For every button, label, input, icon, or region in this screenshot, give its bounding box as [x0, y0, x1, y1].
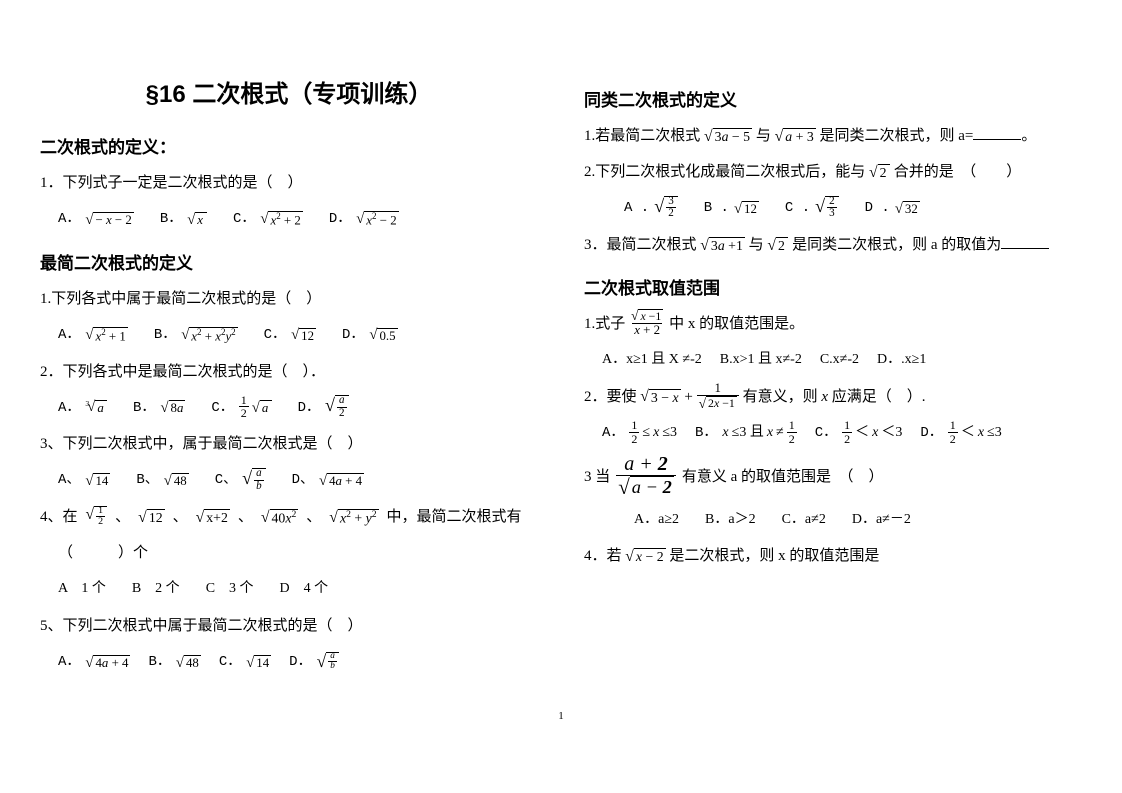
- opt-d: D． √a2: [298, 393, 349, 424]
- opt-b: B． x≤3 且 x≠12: [695, 418, 797, 449]
- q-simplest-2: 2．下列各式中是最简二次根式的是（ ）．: [40, 357, 538, 387]
- opt-d: D． √ab: [289, 647, 339, 678]
- section-simplest: 最简二次根式的定义: [40, 249, 538, 274]
- q-range-1-opts: A．x≥1 且 X ≠-2 B.x>1 且 x≠-2 C.x≠-2 D．.x≥1: [602, 345, 1082, 376]
- opt-c: C． √12: [264, 320, 316, 351]
- opt-b: B.x>1 且 x≠-2: [720, 345, 802, 376]
- opt-d: D． √0.5: [342, 320, 398, 351]
- q-simplest-2-opts: A． 3√a B． √8a C． 12 √a D． √a2: [58, 393, 538, 424]
- q-range-3: 3 当 a + 2 √a − 2 有意义 a 的取值范围是 （ ）: [584, 455, 1082, 499]
- opt-a: A、 √14: [58, 465, 110, 496]
- q-simplest-4b: （ ）个: [58, 538, 538, 568]
- opt-d: D． 12＜x≤3: [920, 418, 1001, 449]
- opt-a: A． √x2 + 1: [58, 320, 128, 351]
- opt-d: D．.x≥1: [877, 345, 926, 376]
- opt-c: C． √14: [219, 647, 271, 678]
- q-simplest-3: 3、下列二次根式中，属于最简二次根式是（ ）: [40, 429, 538, 459]
- opt-c: C． 12＜x＜3: [815, 418, 903, 449]
- q-similar-2-opts: A . √32 B . √12 C . √23 D . √32: [624, 193, 1082, 224]
- opt-c: C．a≠2: [782, 505, 826, 536]
- q-simplest-5: 5、下列二次根式中属于最简二次根式的是（ ）: [40, 611, 538, 641]
- opt-b: B．a＞2: [705, 505, 756, 536]
- q-range-4: 4．若 √x − 2 是二次根式，则 x 的取值范围是: [584, 541, 1082, 571]
- opt-c: C 3 个: [206, 574, 254, 605]
- opt-b: B． √48: [148, 647, 200, 678]
- q-simplest-4: 4、在 √12、 √12、 √x+2、 √40x2、 √x2 + y2 中，最简…: [40, 502, 538, 532]
- page-number: 1: [0, 710, 1122, 722]
- q-simplest-3-opts: A、 √14 B、 √48 C、 √ab D、 √4a + 4: [58, 465, 538, 496]
- q-range-2: 2．要使 √3 − x + 1 √2x −1 有意义，则 x 应满足（ ）.: [584, 382, 1082, 412]
- opt-c: C、 √ab: [215, 465, 266, 496]
- right-column: 同类二次根式的定义 1.若最简二次根式 √3a − 5 与 √a + 3 是同类…: [584, 60, 1082, 682]
- q-def-1: 1．下列式子一定是二次根式的是（ ）: [40, 168, 538, 198]
- opt-a: A 1 个: [58, 574, 106, 605]
- opt-d: D．a≠－2: [852, 505, 911, 536]
- opt-c: C． √x2 + 2: [233, 204, 303, 235]
- opt-d: D、 √4a + 4: [292, 465, 364, 496]
- opt-a: A．x≥1 且 X ≠-2: [602, 345, 702, 376]
- opt-a: A． √− x − 2: [58, 204, 134, 235]
- opt-a: A． 3√a: [58, 393, 107, 424]
- opt-a: A . √32: [624, 193, 678, 224]
- opt-d: D . √32: [865, 193, 920, 224]
- section-definition: 二次根式的定义：: [40, 133, 538, 158]
- q-simplest-5-opts: A． √4a + 4 B． √48 C． √14 D． √ab: [58, 647, 538, 678]
- opt-b: B． √x2 + x2y2: [154, 320, 238, 351]
- opt-b: B . √12: [704, 193, 759, 224]
- document-title: §16 二次根式（专项训练）: [40, 74, 538, 109]
- opt-a: A． 12≤x≤3: [602, 418, 677, 449]
- q-range-2-opts: A． 12≤x≤3 B． x≤3 且 x≠12 C． 12＜x＜3 D． 12＜…: [602, 418, 1082, 449]
- q-range-1: 1.式子 √x −1 x + 2 中 x 的取值范围是。: [584, 309, 1082, 339]
- opt-b: B 2 个: [132, 574, 180, 605]
- blank-field: [1001, 234, 1049, 249]
- opt-a: A． √4a + 4: [58, 647, 130, 678]
- q-similar-2: 2.下列二次根式化成最简二次根式后，能与 √2 合并的是 （ ）: [584, 157, 1082, 187]
- opt-b: B、 √48: [136, 465, 188, 496]
- opt-d: D 4 个: [280, 574, 329, 605]
- opt-c: C . √23: [785, 193, 839, 224]
- section-similar: 同类二次根式的定义: [584, 86, 1082, 111]
- opt-d: D． √x2 − 2: [329, 204, 399, 235]
- page-root: §16 二次根式（专项训练） 二次根式的定义： 1．下列式子一定是二次根式的是（…: [0, 0, 1122, 702]
- opt-b: B． √8a: [133, 393, 185, 424]
- q-def-1-options: A． √− x − 2 B． √x C． √x2 + 2 D． √x2 − 2: [58, 204, 538, 235]
- q-simplest-1-opts: A． √x2 + 1 B． √x2 + x2y2 C． √12 D． √0.5: [58, 320, 538, 351]
- q-similar-3: 3．最简二次根式 √3a +1 与 √2 是同类二次根式，则 a 的取值为: [584, 230, 1082, 260]
- opt-c: C． 12 √a: [211, 393, 271, 424]
- opt-a: A．a≥2: [634, 505, 679, 536]
- q-similar-1: 1.若最简二次根式 √3a − 5 与 √a + 3 是同类二次根式，则 a=。: [584, 121, 1082, 151]
- opt-b: B． √x: [160, 204, 207, 235]
- blank-field: [973, 126, 1021, 141]
- q-simplest-4-opts: A 1 个 B 2 个 C 3 个 D 4 个: [58, 574, 538, 605]
- q-simplest-1: 1.下列各式中属于最简二次根式的是（ ）: [40, 284, 538, 314]
- left-column: §16 二次根式（专项训练） 二次根式的定义： 1．下列式子一定是二次根式的是（…: [40, 60, 538, 682]
- q-range-3-opts: A．a≥2 B．a＞2 C．a≠2 D．a≠－2: [634, 505, 1082, 536]
- opt-c: C.x≠-2: [820, 345, 859, 376]
- section-range: 二次根式取值范围: [584, 274, 1082, 299]
